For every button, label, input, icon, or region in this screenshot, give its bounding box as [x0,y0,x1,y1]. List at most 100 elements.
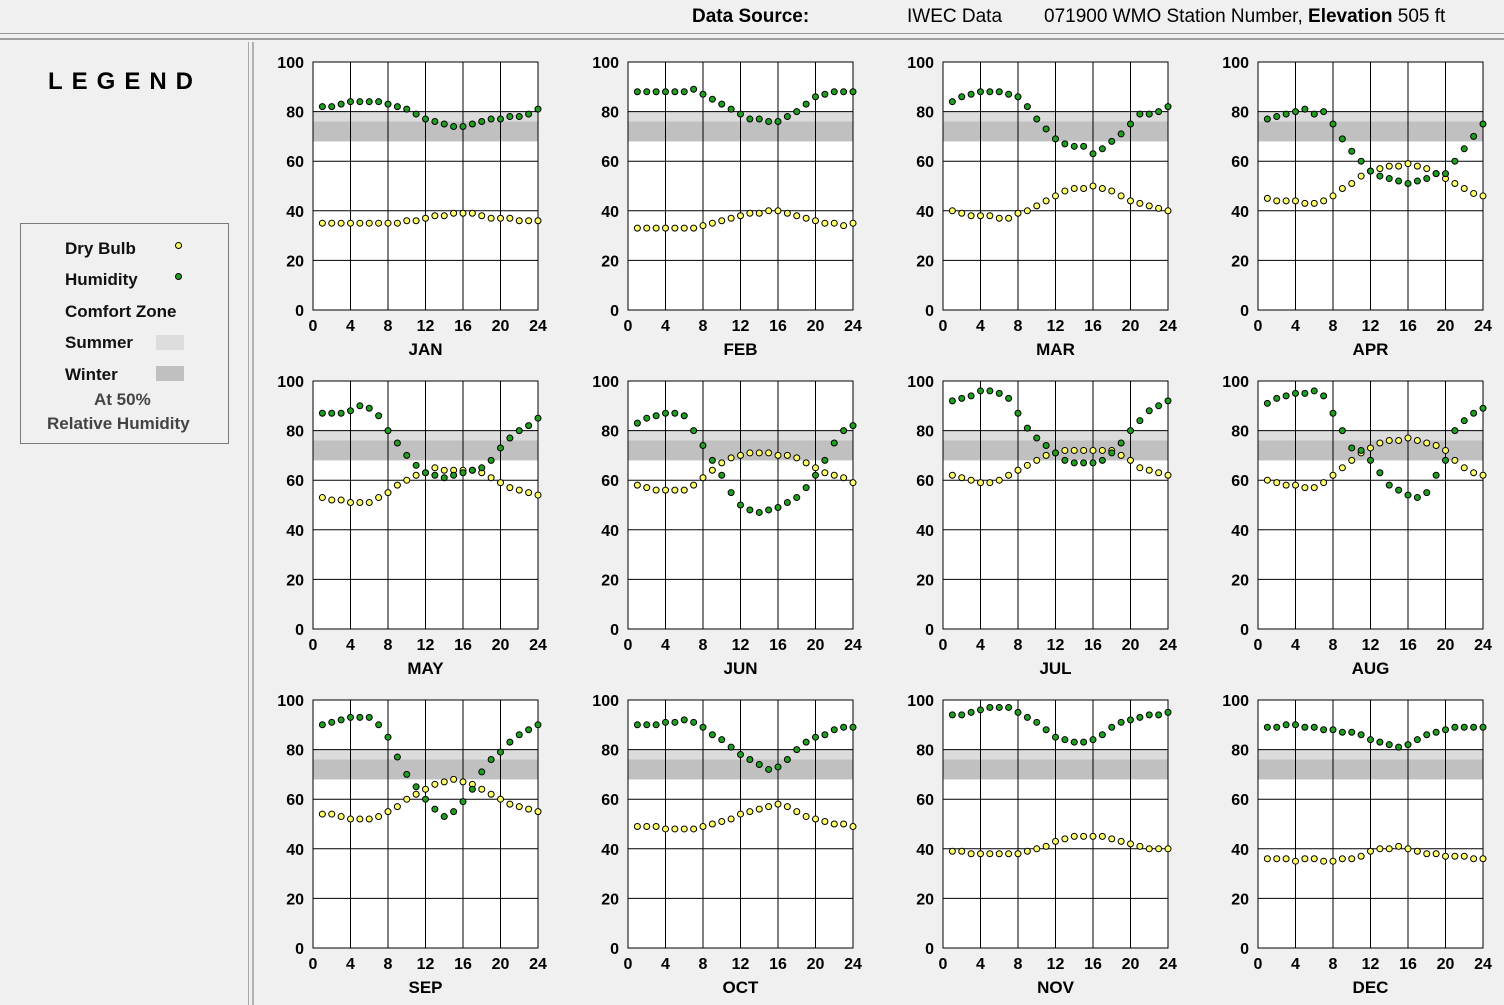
dry-bulb-point [727,454,735,462]
month-chart-mar: 0 4 8 12 16 20 24 0 20 40 60 80 100 MAR [907,55,1177,359]
humidity-point [1145,407,1153,415]
dry-bulb-point [384,219,392,227]
y-tick-label: 20 [916,572,934,589]
dry-bulb-point [1470,469,1478,477]
x-tick-label: 8 [1329,318,1338,335]
dry-bulb-point [534,808,542,816]
dry-bulb-point [783,209,791,217]
humidity-point [986,387,994,395]
humidity-point [995,703,1003,711]
humidity-point [375,98,383,106]
humidity-point [1367,736,1374,744]
x-tick-label: 24 [529,318,547,335]
month-chart-jun: 0 4 8 12 16 20 24 0 20 40 60 80 100 JUN [592,374,862,678]
x-tick-label: 12 [1047,956,1065,973]
humidity-point [515,113,523,121]
dry-bulb-point [633,224,641,232]
humidity-point [708,456,716,464]
humidity-point [830,439,838,447]
dry-bulb-point [643,822,651,830]
humidity-point [849,422,857,430]
y-tick-label: 0 [610,622,619,639]
x-tick-label: 8 [699,318,708,335]
dry-bulb-point [765,803,773,811]
humidity-point [1385,175,1393,183]
humidity-point [1310,110,1318,118]
humidity-point [365,98,373,106]
dry-bulb-point [1136,199,1144,207]
humidity-point [812,471,819,479]
humidity-point [318,409,326,417]
humidity-point [1282,110,1290,118]
humidity-point [977,706,984,714]
y-tick-label: 60 [286,154,304,171]
dry-bulb-point [525,489,533,497]
humidity-point [1052,449,1059,457]
dry-bulb-point [534,217,542,225]
dry-bulb-point [746,209,754,217]
x-tick-label: 0 [939,318,948,335]
x-tick-label: 20 [1122,318,1140,335]
dry-bulb-point [765,449,773,457]
dry-bulb-point [986,212,994,220]
dry-bulb-point [958,474,966,482]
humidity-point [1479,723,1487,731]
data-source-value: IWEC Data [907,6,1003,27]
humidity-point [1023,713,1031,721]
dry-bulb-point [440,212,448,220]
humidity-point [840,723,848,731]
humidity-point [680,88,688,96]
dry-bulb-point [830,820,838,828]
dry-bulb-point [459,209,467,217]
humidity-point [431,118,439,126]
month-chart-nov: 0 4 8 12 16 20 24 0 20 40 60 80 100 NOV [907,693,1177,997]
humidity-point [643,414,651,422]
dry-bulb-point [1273,479,1281,487]
y-tick-label: 100 [907,374,934,391]
humidity-point [849,723,857,731]
dry-bulb-point [967,850,975,858]
humidity-point [699,90,707,98]
humidity-point [1098,731,1106,739]
y-tick-label: 80 [286,105,304,122]
humidity-point [737,751,744,759]
dry-bulb-point [1376,845,1384,853]
dry-bulb-point [525,217,533,225]
dry-bulb-point [431,212,439,220]
humidity-point [384,733,392,741]
humidity-point [802,738,810,746]
y-tick-label: 20 [916,253,934,270]
y-tick-label: 20 [286,572,304,589]
y-tick-label: 40 [601,523,619,540]
dry-bulb-point [737,212,744,220]
humidity-point [680,716,688,724]
humidity-point [1052,733,1059,741]
dry-bulb-point [1145,202,1153,210]
dry-bulb-point [1263,476,1271,484]
humidity-point [1460,723,1468,731]
dry-bulb-point [412,790,420,798]
humidity-point [1108,723,1116,731]
humidity-point [1282,392,1290,400]
dry-bulb-point [1404,434,1412,442]
y-tick-label: 80 [916,743,934,760]
dry-bulb-point [337,813,345,821]
dry-bulb-point [671,486,679,494]
x-tick-label: 0 [939,637,948,654]
x-tick-label: 12 [732,318,750,335]
y-tick-label: 80 [286,743,304,760]
humidity-point [1460,145,1468,153]
humidity-point [1005,703,1013,711]
y-tick-label: 20 [1231,891,1249,908]
humidity-point [1089,459,1097,467]
x-tick-label: 24 [844,637,862,654]
humidity-point [765,765,773,773]
humidity-point [328,103,336,111]
dry-bulb-point [318,810,326,818]
dry-bulb-point [1338,184,1346,192]
dry-bulb-point [1080,446,1088,454]
humidity-point [1070,459,1078,467]
dry-bulb-point [1451,852,1459,860]
dry-bulb-point [995,214,1003,222]
y-tick-label: 40 [916,523,934,540]
